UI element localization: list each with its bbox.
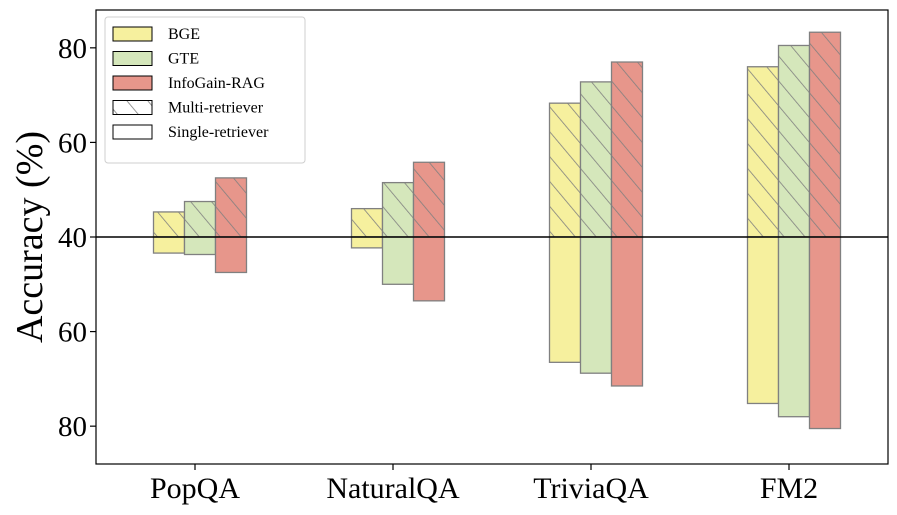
- bar-hatch-fm2-bge: [747, 66, 779, 237]
- legend-hatch-multi-retriever: [113, 100, 152, 115]
- bar-naturalqa-infogain-rag-single: [412, 236, 446, 302]
- x-tick-label: PopQA: [150, 472, 240, 505]
- bar-popqa-infogain-rag-single: [214, 236, 248, 274]
- bar-popqa-gte-single: [183, 236, 217, 256]
- bar-triviaqa-gte-single: [579, 236, 613, 374]
- bar-hatch-naturalqa-infogain-rag: [413, 162, 445, 237]
- legend-swatch-border: [112, 51, 153, 66]
- bar-hatch-triviaqa-gte: [580, 81, 612, 237]
- bar-naturalqa-gte-single: [381, 236, 415, 285]
- y-tick-label: 40: [58, 222, 87, 254]
- bars-layer: [152, 31, 842, 430]
- bar-hatch-triviaqa-infogain-rag: [611, 62, 643, 238]
- legend-swatch-border: [112, 75, 153, 91]
- bar-hatch-triviaqa-bge: [549, 103, 581, 237]
- y-axis: 80 60 40 60 80: [58, 33, 96, 443]
- y-tick-label: 60: [58, 127, 87, 159]
- bar-hatch-naturalqa-bge: [351, 208, 383, 237]
- bar-hatch-popqa-gte: [184, 201, 216, 237]
- bar-hatch-fm2-gte: [778, 45, 810, 237]
- bar-hatch-naturalqa-gte: [382, 182, 414, 237]
- x-axis: PopQA NaturalQA TriviaQA FM2: [150, 464, 818, 505]
- bar-fm2-bge-single: [746, 236, 780, 405]
- legend-label-infogain-rag: InfoGain-RAG: [168, 75, 265, 92]
- legend-swatch-border: [112, 124, 153, 140]
- legend-swatch-border: [112, 100, 153, 115]
- legend-box: [104, 16, 306, 164]
- y-tick-label: 80: [58, 411, 87, 443]
- bar-fm2-gte-single: [777, 236, 811, 418]
- y-tick-label: 80: [58, 33, 87, 65]
- y-axis-title: Accuracy (%): [9, 131, 51, 343]
- x-tick-label: FM2: [760, 472, 818, 505]
- x-tick-label: TriviaQA: [533, 472, 649, 505]
- x-tick-label: NaturalQA: [326, 472, 460, 505]
- legend-swatch-gte: [113, 51, 152, 66]
- legend-swatch-bge: [113, 27, 152, 41]
- legend-label-gte: GTE: [168, 51, 199, 68]
- legend-label-multi-retriever: Multi-retriever: [168, 100, 264, 117]
- legend-swatch-border: [112, 26, 153, 42]
- bar-hatch-fm2-infogain-rag: [809, 32, 841, 238]
- bar-triviaqa-infogain-rag-single: [610, 236, 644, 387]
- y-tick-label: 60: [58, 317, 87, 349]
- bar-hatch-popqa-bge: [153, 211, 185, 237]
- bar-triviaqa-bge-single: [548, 236, 582, 363]
- legend-label-bge: BGE: [168, 26, 200, 43]
- legend-swatch-infogain-rag: [113, 76, 152, 90]
- legend-label-single-retriever: Single-retriever: [168, 124, 269, 141]
- legend: BGE GTE InfoGain-RAG Multi-retriever Single-…: [104, 16, 306, 164]
- bar-naturalqa-bge-single: [350, 236, 384, 249]
- bar-popqa-bge-single: [152, 236, 186, 254]
- bar-hatch-popqa-infogain-rag: [215, 177, 247, 237]
- bar-fm2-infogain-rag-single: [808, 236, 842, 430]
- legend-swatch-single-retriever: [113, 125, 152, 139]
